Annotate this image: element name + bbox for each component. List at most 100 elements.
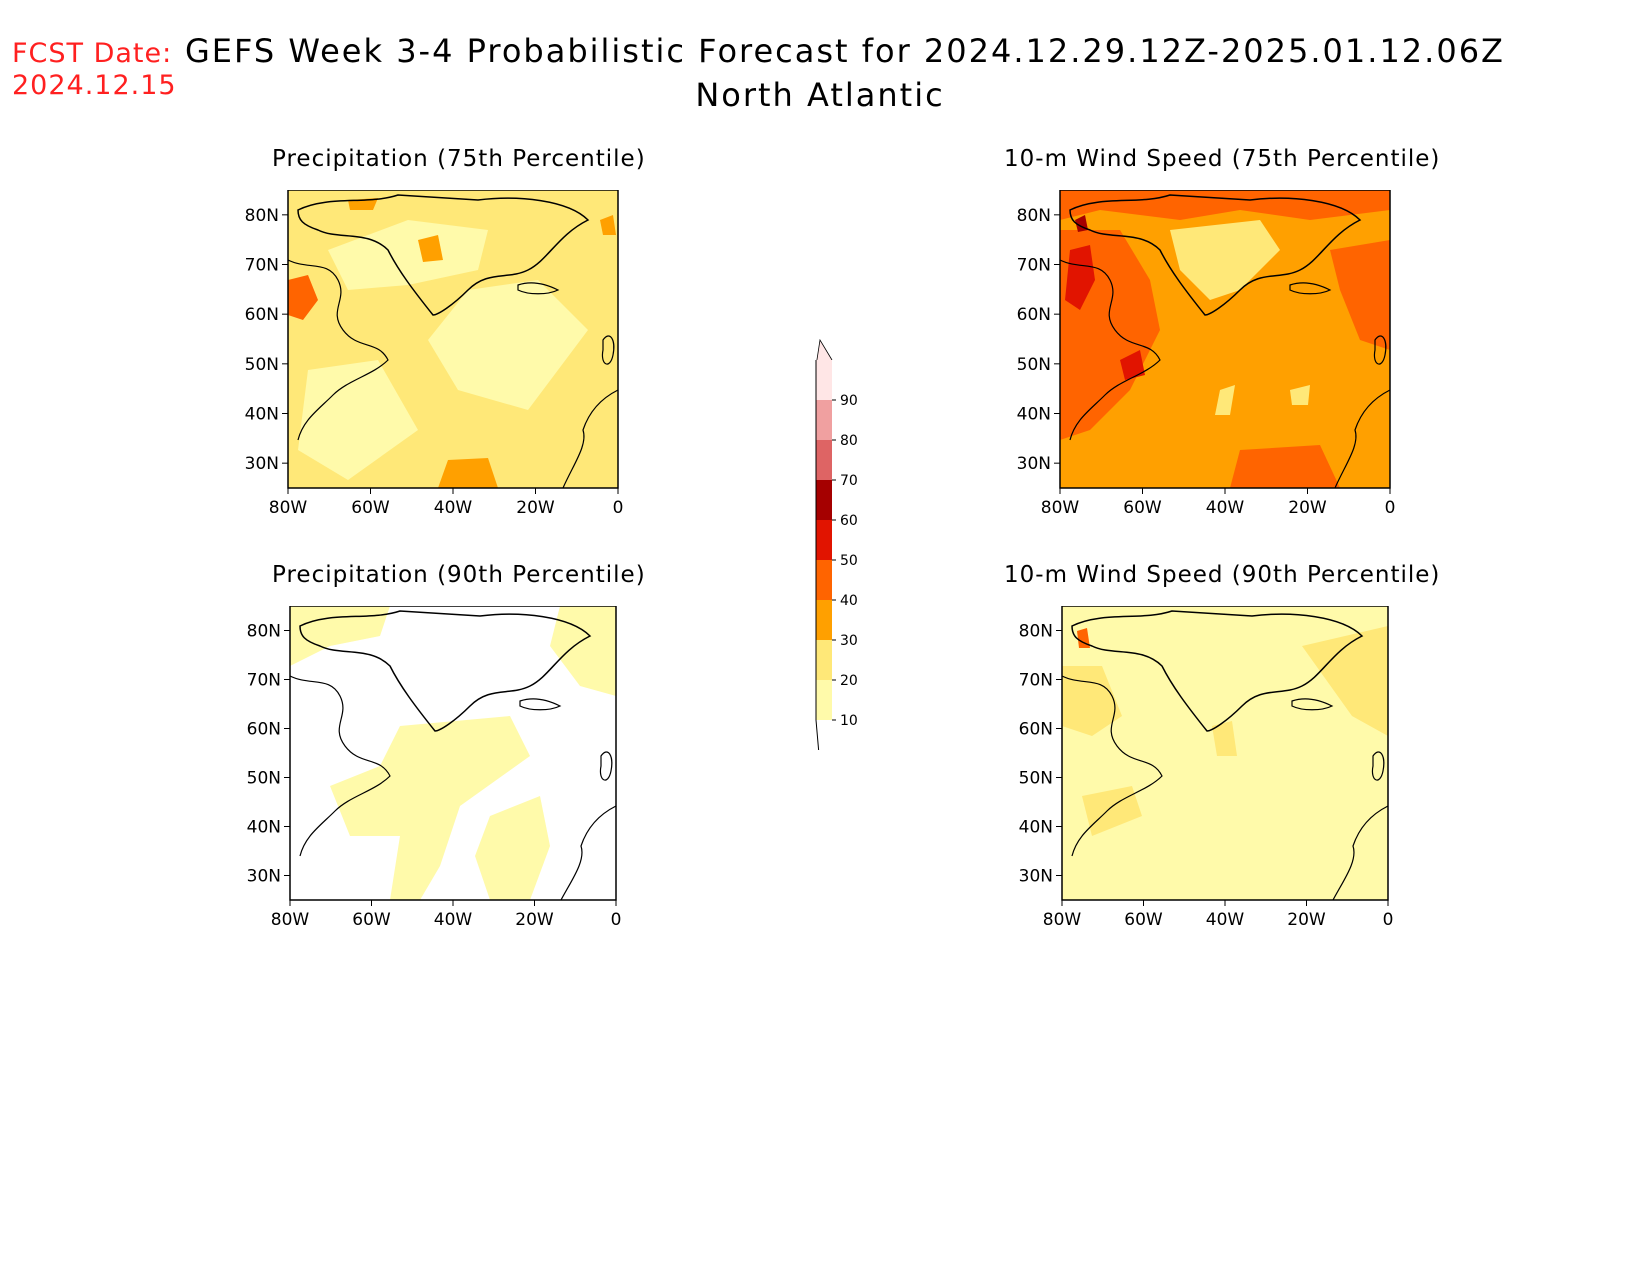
colorbar-tick-label: 20	[840, 673, 858, 689]
colorbar-swatch	[816, 400, 832, 440]
panel-precip-75: Precipitation (75th Percentile) 80N 70N 60…	[236, 146, 796, 570]
field-low-region	[1290, 385, 1310, 405]
lon-tick-label: 60W	[352, 910, 391, 930]
colorbar-tick-label: 70	[840, 473, 858, 489]
colorbar-tick-label: 50	[840, 553, 858, 569]
lat-tick-label: 30N	[247, 867, 281, 887]
fcst-date-value: 2024.12.15	[12, 70, 177, 101]
field-low-region	[330, 716, 530, 900]
iberia-africa-coast	[1334, 389, 1391, 489]
lat-tick-label: 40N	[245, 405, 279, 425]
lon-tick-label: 80W	[1041, 498, 1080, 518]
field-mid-region	[1212, 721, 1237, 756]
north-america-coast	[287, 259, 389, 441]
field-low-region	[550, 606, 616, 696]
colorbar-bottom-cap	[815, 360, 820, 750]
iberia-africa-coast	[1332, 805, 1389, 901]
colorbar: 10 20 30 40 50 60 70 80 90	[815, 338, 858, 750]
panel-title: 10-m Wind Speed (75th Percentile)	[1004, 146, 1441, 172]
greenland-coast	[297, 194, 590, 316]
colorbar-swatch	[816, 520, 832, 560]
figure-subtitle: North Atlantic	[695, 76, 945, 114]
field-low-region	[1215, 385, 1235, 415]
lat-tick-label: 30N	[1017, 454, 1051, 474]
lon-tick-label: 80W	[271, 910, 310, 930]
british-isles-coast	[1371, 751, 1385, 781]
lat-tick-label: 50N	[1017, 355, 1051, 375]
greenland-coast	[299, 610, 592, 732]
iberia-africa-coast	[560, 805, 617, 901]
field-high-region	[1230, 445, 1340, 488]
lon-tick-label: 20W	[1288, 498, 1327, 518]
colorbar-tick-label: 60	[840, 513, 858, 529]
colorbar-swatch	[816, 440, 832, 480]
map-precip-90: 80N 70N 60N 50N 40N 30N 80W 60W 40W 20W 0	[247, 606, 622, 930]
colorbar-swatch	[816, 480, 832, 520]
lon-tick-label: 20W	[515, 910, 554, 930]
lon-tick-label: 0	[1385, 498, 1396, 518]
field-peak-region	[1065, 245, 1095, 310]
north-america-coast	[1061, 675, 1163, 857]
british-isles-coast	[599, 751, 613, 781]
iberia-africa-coast	[562, 389, 619, 489]
fcst-date-caption: FCST Date:	[12, 38, 173, 69]
lat-tick-label: 80N	[1019, 622, 1053, 642]
lon-tick-label: 40W	[434, 910, 473, 930]
field-high-region	[1330, 240, 1390, 350]
colorbar-swatch	[816, 680, 832, 720]
lat-tick-label: 70N	[1017, 256, 1051, 276]
lat-tick-label: 50N	[247, 769, 281, 789]
lon-tick-label: 40W	[1206, 910, 1245, 930]
iceland-coast	[519, 698, 562, 711]
iceland-coast	[1291, 698, 1334, 711]
panel-title: 10-m Wind Speed (90th Percentile)	[1004, 562, 1441, 588]
map-wind-75: 80N 70N 60N 50N 40N 30N 80W 60W 40W 20W 0	[1017, 190, 1396, 518]
colorbar-swatch	[816, 640, 832, 680]
field-mid-region	[1062, 666, 1122, 736]
lon-tick-label: 20W	[1287, 910, 1326, 930]
field-peak-region	[1120, 350, 1145, 380]
iceland-coast	[517, 282, 560, 295]
lat-tick-label: 40N	[247, 818, 281, 838]
lat-tick-label: 60N	[1017, 305, 1051, 325]
field-low-region	[328, 220, 488, 290]
lat-tick-label: 70N	[1019, 671, 1053, 691]
greenland-coast	[1071, 610, 1364, 732]
lat-tick-label: 80N	[247, 622, 281, 642]
field-low-region	[1170, 220, 1280, 300]
colorbar-swatch	[816, 360, 832, 400]
lon-tick-label: 0	[611, 910, 622, 930]
colorbar-tick-label: 80	[840, 433, 858, 449]
lat-tick-label: 70N	[245, 256, 279, 276]
lat-tick-label: 50N	[245, 355, 279, 375]
colorbar-tick-label: 40	[840, 593, 858, 609]
colorbar-tick-label: 30	[840, 633, 858, 649]
panel-precip-90: Precipitation (90th Percentile) 80N 70N 60…	[236, 562, 796, 986]
field-mid-region	[600, 215, 616, 235]
figure-title: GEFS Week 3-4 Probabilistic Forecast for…	[185, 32, 1505, 70]
lat-tick-label: 40N	[1019, 818, 1053, 838]
lat-tick-label: 70N	[247, 671, 281, 691]
field-high-region	[288, 275, 318, 320]
panel-wind-75: 10-m Wind Speed (75th Percentile) 80N 70N…	[1004, 146, 1568, 570]
lon-tick-label: 0	[1383, 910, 1394, 930]
colorbar-tick-label: 90	[840, 393, 858, 409]
field-low-region	[428, 280, 588, 410]
lat-tick-label: 30N	[245, 454, 279, 474]
lat-tick-label: 60N	[245, 305, 279, 325]
panel-title: Precipitation (90th Percentile)	[272, 562, 646, 588]
forecast-date-label: FCST Date: 2024.12.15	[12, 38, 177, 102]
lon-tick-label: 20W	[516, 498, 555, 518]
lat-tick-label: 50N	[1019, 769, 1053, 789]
lat-tick-label: 30N	[1019, 867, 1053, 887]
lat-tick-label: 80N	[245, 206, 279, 226]
lon-tick-label: 40W	[434, 498, 473, 518]
north-america-coast	[1059, 259, 1161, 441]
lon-tick-label: 40W	[1206, 498, 1245, 518]
british-isles-coast	[601, 335, 615, 365]
lat-tick-label: 40N	[1017, 405, 1051, 425]
iceland-coast	[1289, 282, 1332, 295]
panel-title: Precipitation (75th Percentile)	[272, 146, 646, 172]
greenland-coast	[1069, 194, 1362, 316]
map-wind-90: 80N 70N 60N 50N 40N 30N 80W 60W 40W 20W 0	[1019, 606, 1394, 930]
